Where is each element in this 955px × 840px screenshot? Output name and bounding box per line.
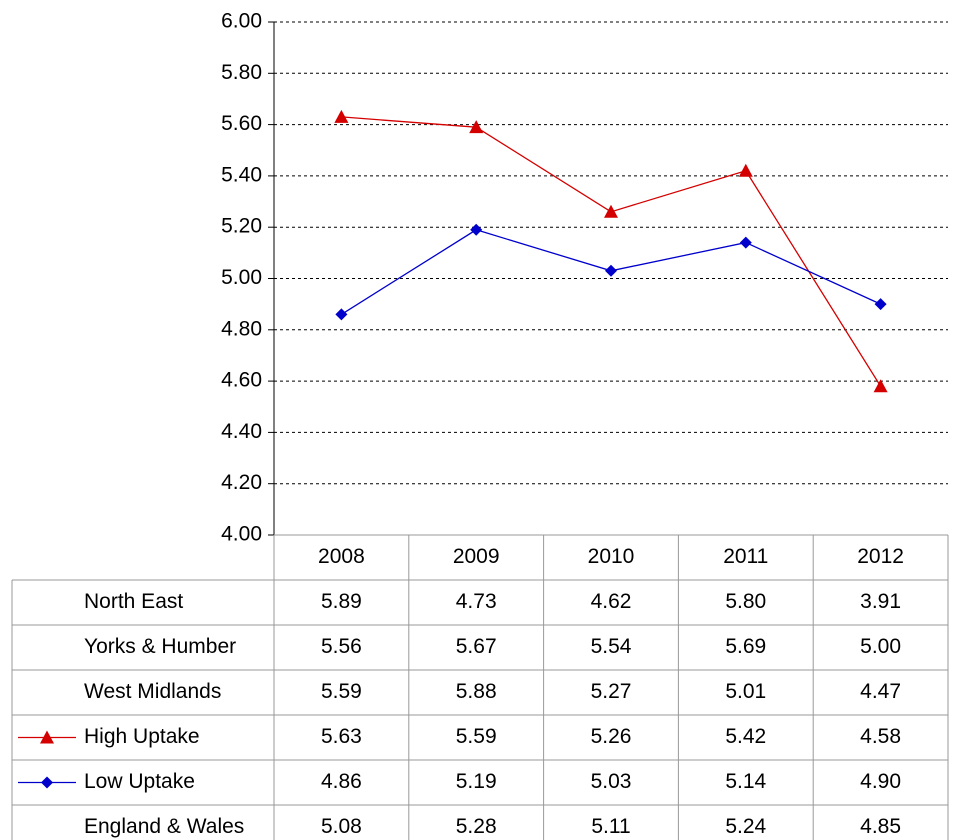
y-tick-label: 5.80 [221, 61, 262, 84]
point [874, 298, 887, 311]
legend-label: England & Wales [84, 815, 244, 838]
table-cell: 5.00 [860, 635, 901, 658]
x-tick-label: 2010 [588, 545, 635, 568]
table-cell: 5.27 [591, 680, 632, 703]
table-cell: 5.67 [456, 635, 497, 658]
point [469, 120, 484, 134]
legend-label: High Uptake [84, 725, 200, 748]
legend-label: Low Uptake [84, 770, 195, 793]
point [739, 236, 752, 249]
table-cell: 5.24 [725, 815, 766, 838]
y-tick-label: 4.80 [221, 317, 262, 340]
legend-label: North East [84, 590, 183, 613]
table-cell: 5.56 [321, 635, 362, 658]
point [470, 223, 483, 236]
table-cell: 5.28 [456, 815, 497, 838]
point [334, 109, 349, 123]
table-cell: 5.88 [456, 680, 497, 703]
point [738, 163, 753, 177]
table-cell: 5.19 [456, 770, 497, 793]
table-cell: 5.11 [591, 815, 630, 838]
table-cell: 4.58 [860, 725, 901, 748]
table-cell: 4.62 [591, 590, 632, 613]
table-cell: 5.80 [725, 590, 766, 613]
y-tick-label: 4.20 [221, 471, 262, 494]
table-cell: 3.91 [860, 590, 901, 613]
line [341, 116, 882, 387]
y-tick-label: 4.40 [221, 420, 262, 443]
y-tick-label: 5.40 [221, 163, 262, 186]
table-cell: 4.85 [860, 815, 901, 838]
table-cell: 5.59 [456, 725, 497, 748]
table-cell: 5.08 [321, 815, 362, 838]
point [873, 379, 888, 393]
table-cell: 5.26 [591, 725, 632, 748]
table-cell: 4.47 [860, 680, 901, 703]
table-cell: 5.54 [591, 635, 632, 658]
x-tick-label: 2011 [723, 545, 768, 568]
y-tick-label: 6.00 [221, 10, 262, 33]
legend-label: West Midlands [84, 680, 221, 703]
point [40, 730, 54, 744]
table-cell: 4.73 [456, 590, 497, 613]
table-cell: 5.03 [591, 770, 632, 793]
table-cell: 5.42 [725, 725, 766, 748]
legend-label: Yorks & Humber [84, 635, 236, 658]
x-tick-label: 2009 [453, 545, 500, 568]
y-tick-label: 5.00 [221, 266, 262, 289]
table-cell: 5.59 [321, 680, 362, 703]
x-tick-label: 2008 [318, 545, 365, 568]
point [335, 308, 348, 321]
point [605, 264, 617, 277]
table-cell: 5.89 [321, 590, 362, 613]
table-cell: 4.90 [860, 770, 901, 793]
y-tick-label: 5.60 [221, 112, 262, 135]
table-cell: 5.69 [725, 635, 766, 658]
table-cell: 5.14 [725, 770, 766, 793]
y-tick-label: 5.20 [221, 215, 262, 238]
y-tick-label: 4.00 [221, 523, 262, 546]
x-tick-label: 2012 [857, 545, 904, 568]
table-cell: 5.63 [321, 725, 362, 748]
point [41, 776, 53, 789]
point [604, 204, 618, 218]
table-cell: 5.01 [725, 680, 766, 703]
table-cell: 4.86 [321, 770, 362, 793]
y-tick-label: 4.60 [221, 369, 262, 392]
